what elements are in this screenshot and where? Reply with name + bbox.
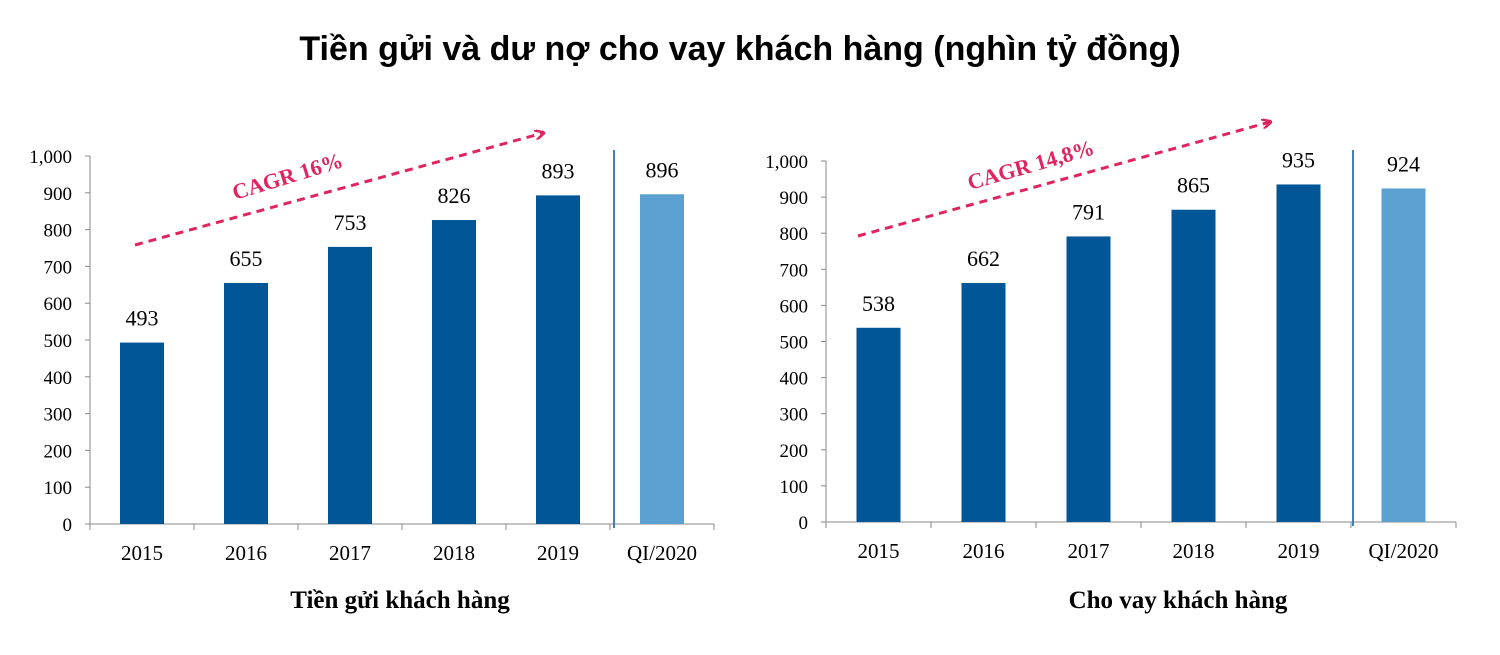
cagr-annotation: CAGR 16% [229, 147, 346, 204]
bar [1066, 236, 1111, 522]
data-label: 935 [1282, 147, 1315, 172]
x-tick-label: 2016 [225, 541, 267, 565]
data-label: 826 [438, 183, 471, 208]
x-tick-label: 2016 [963, 539, 1005, 563]
x-axis-title: Cho vay khách hàng [1069, 587, 1288, 614]
x-tick-label: 2017 [1068, 539, 1110, 563]
y-tick-label: 500 [780, 333, 809, 354]
y-tick-label: 900 [44, 184, 73, 205]
y-tick-label: 0 [799, 513, 809, 534]
y-tick-label: 800 [780, 224, 809, 245]
y-tick-label: 300 [780, 405, 809, 426]
x-axis-title: Tiền gửi khách hàng [290, 587, 510, 614]
data-label: 924 [1387, 151, 1420, 176]
data-label: 865 [1177, 173, 1210, 198]
x-tick-label: 2019 [1278, 539, 1320, 563]
data-label: 893 [542, 158, 575, 183]
page-title: Tiền gửi và dư nợ cho vay khách hàng (ng… [299, 30, 1181, 68]
data-label: 655 [230, 246, 263, 271]
x-tick-label: 2015 [858, 539, 900, 563]
x-tick-label: 2017 [329, 541, 371, 565]
data-label: 791 [1072, 199, 1105, 224]
y-tick-label: 800 [44, 221, 73, 242]
bar [1381, 188, 1426, 522]
y-tick-label: 100 [44, 478, 73, 499]
bar [328, 246, 372, 524]
cagr-arrow [857, 122, 1270, 238]
x-tick-label: 2015 [121, 541, 163, 565]
y-tick-label: 400 [780, 369, 809, 390]
bar [536, 195, 580, 524]
y-tick-label: 1,000 [765, 152, 808, 173]
data-label: 753 [334, 210, 367, 235]
y-tick-label: 0 [63, 515, 73, 536]
x-tick-label: 2018 [1173, 539, 1215, 563]
bar [1276, 184, 1321, 522]
y-tick-label: 100 [780, 477, 809, 498]
y-tick-label: 700 [780, 260, 809, 281]
y-tick-label: 400 [44, 368, 73, 389]
y-tick-label: 500 [44, 331, 73, 352]
bar [640, 194, 684, 524]
x-tick-label: QI/2020 [627, 541, 697, 565]
data-label: 538 [862, 291, 895, 316]
cagr-arrow [134, 133, 543, 247]
bar [961, 283, 1006, 522]
y-tick-label: 1,000 [29, 147, 72, 168]
y-tick-label: 200 [44, 441, 73, 462]
cagr-annotation: CAGR 14,8% [964, 135, 1097, 195]
bar [1171, 209, 1216, 523]
x-tick-label: 2018 [433, 541, 475, 565]
data-label: 896 [646, 157, 679, 182]
y-tick-label: 900 [780, 188, 809, 209]
y-tick-label: 200 [780, 441, 809, 462]
y-tick-label: 300 [44, 405, 73, 426]
data-label: 493 [126, 306, 159, 331]
bar [224, 282, 268, 524]
y-tick-label: 600 [780, 296, 809, 317]
y-tick-label: 600 [44, 294, 73, 315]
bar [856, 327, 901, 522]
bar [120, 342, 164, 524]
x-tick-label: 2019 [537, 541, 579, 565]
y-tick-label: 700 [44, 257, 73, 278]
x-tick-label: QI/2020 [1369, 539, 1439, 563]
data-label: 662 [967, 246, 1000, 271]
bar [432, 220, 476, 525]
